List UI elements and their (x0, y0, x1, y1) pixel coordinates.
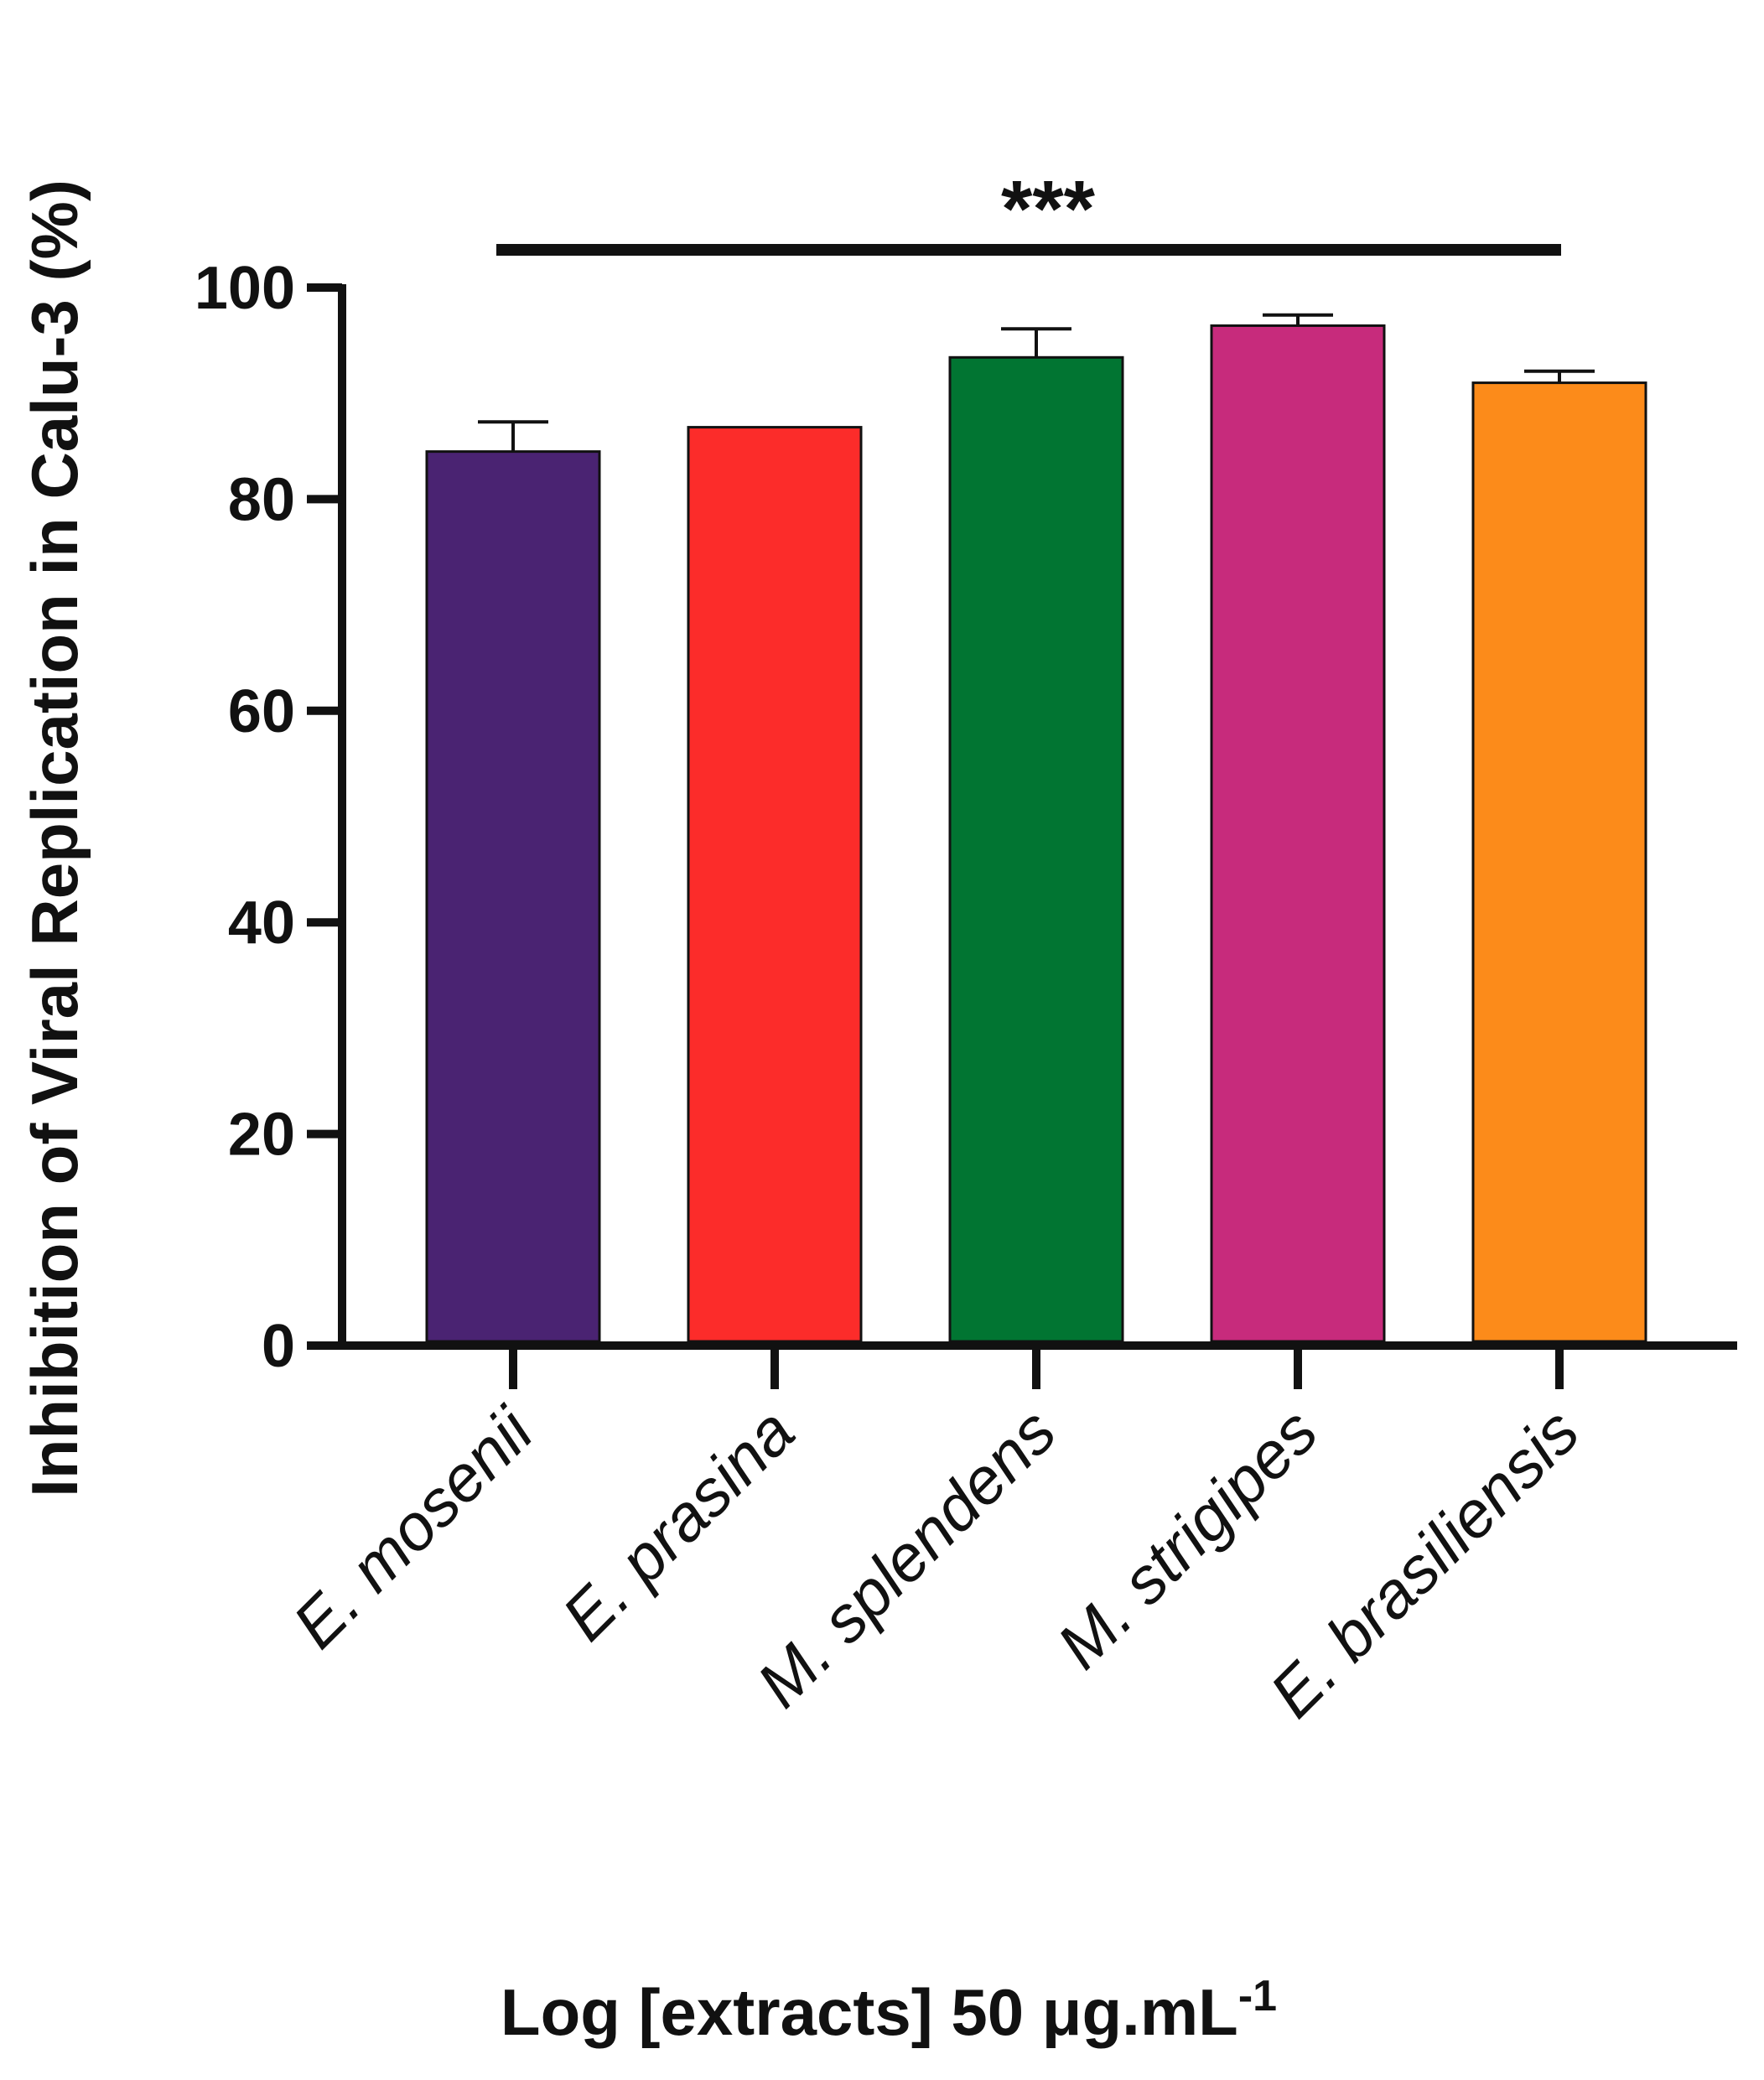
bar (425, 450, 601, 1343)
y-tick-label: 60 (228, 678, 295, 745)
significance-label: *** (1001, 164, 1096, 254)
x-axis-title-main: Log [extracts] 50 μg.mL (501, 1975, 1238, 2049)
x-axis-title-superscript: -1 (1238, 1972, 1277, 2020)
axes (307, 284, 1737, 1350)
y-tick-label: 20 (228, 1102, 295, 1169)
y-tick-label: 0 (262, 1313, 295, 1380)
bar (687, 426, 863, 1343)
y-tick-label: 40 (228, 890, 295, 957)
bar (1471, 381, 1647, 1343)
y-tick-label: 100 (195, 255, 295, 322)
bars-group (425, 324, 1647, 1343)
y-axis-title: Inhibition of Viral Replication in Calu-… (18, 179, 91, 1497)
y-ticks-group: 0 20 40 60 80 100 (195, 255, 342, 1380)
x-axis-title: Log [extracts] 50 μg.mL-1 (501, 1972, 1277, 2049)
y-tick-label: 80 (228, 466, 295, 533)
error-bars-group (478, 313, 1595, 452)
x-tick-label: M. strigipes (1043, 1394, 1331, 1683)
significance-group: *** (496, 164, 1561, 256)
bar (948, 355, 1124, 1343)
bar (1210, 324, 1386, 1343)
x-tick-label: E. mosenii (278, 1393, 548, 1662)
x-tick-label: E. prasina (547, 1394, 808, 1655)
